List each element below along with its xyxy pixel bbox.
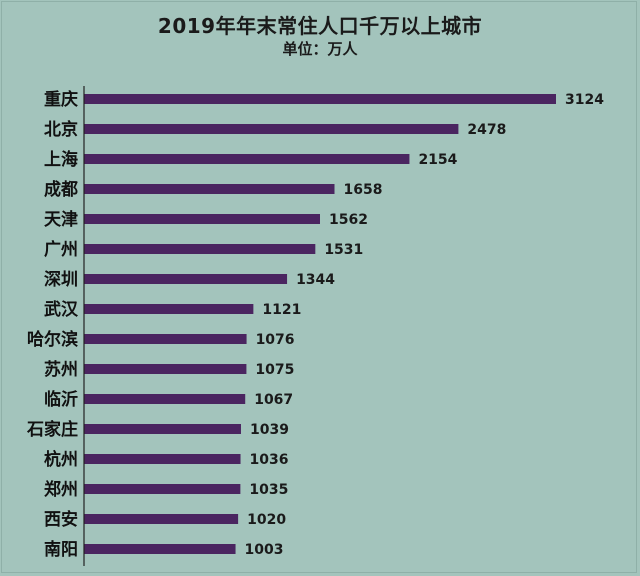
bar-row: 武汉 1121 <box>44 299 301 320</box>
bar-row: 郑州 1035 <box>44 479 288 500</box>
category-label: 临沂 <box>44 389 78 410</box>
bar <box>84 304 254 314</box>
bar-row: 广州 1531 <box>44 239 363 260</box>
bar <box>84 424 241 434</box>
bar <box>84 154 410 164</box>
bar-row: 上海 2154 <box>44 149 458 170</box>
value-label: 1039 <box>250 422 289 438</box>
bar-row: 天津 1562 <box>44 209 368 230</box>
bar-row: 成都 1658 <box>44 179 382 200</box>
bar <box>84 244 316 254</box>
category-label: 深圳 <box>44 269 78 290</box>
value-label: 1036 <box>250 452 289 468</box>
category-label: 苏州 <box>44 359 78 380</box>
value-label: 1562 <box>329 212 368 228</box>
value-label: 2154 <box>418 152 457 168</box>
bars-layer: 重庆 3124 北京 2478 上海 2154 成都 1658 天津 1562 广州 1531 深圳 13… <box>26 89 604 560</box>
category-label: 杭州 <box>44 449 78 470</box>
bar-row: 南阳 1003 <box>44 539 284 560</box>
bar <box>84 214 320 224</box>
category-label: 成都 <box>44 179 78 200</box>
bar <box>84 544 236 554</box>
bar <box>84 364 247 374</box>
value-label: 1658 <box>344 182 383 198</box>
value-label: 1344 <box>296 272 335 288</box>
bar <box>84 124 459 134</box>
category-label: 哈尔滨 <box>27 329 78 350</box>
chart-title: 2019年年末常住人口千万以上城市 <box>157 14 483 38</box>
category-label: 天津 <box>44 209 78 230</box>
bar <box>84 184 335 194</box>
value-label: 1076 <box>256 332 295 348</box>
value-label: 2478 <box>467 122 506 138</box>
category-label: 上海 <box>44 149 78 170</box>
value-label: 1121 <box>262 302 301 318</box>
bar-row: 重庆 3124 <box>44 89 604 110</box>
bar-row: 临沂 1067 <box>44 389 293 410</box>
bar <box>84 514 239 524</box>
category-label: 重庆 <box>44 89 78 110</box>
value-label: 1003 <box>245 542 284 558</box>
bar-row: 哈尔滨 1076 <box>27 329 295 350</box>
bar <box>84 274 288 284</box>
bar <box>84 94 556 104</box>
category-label: 南阳 <box>44 539 78 560</box>
category-label: 武汉 <box>44 299 79 320</box>
value-label: 3124 <box>565 92 604 108</box>
bar-row: 杭州 1036 <box>44 449 288 470</box>
bar-row: 北京 2478 <box>44 119 506 140</box>
category-label: 广州 <box>44 239 78 260</box>
category-label: 北京 <box>44 119 78 140</box>
value-label: 1035 <box>249 482 288 498</box>
chart-subtitle: 单位：万人 <box>282 40 358 58</box>
category-label: 石家庄 <box>26 419 78 440</box>
bar-row: 深圳 1344 <box>44 269 335 290</box>
category-label: 西安 <box>44 509 78 530</box>
category-label: 郑州 <box>44 479 78 500</box>
value-label: 1067 <box>254 392 293 408</box>
bar <box>84 454 241 464</box>
bar <box>84 394 246 404</box>
bar-row: 西安 1020 <box>44 509 286 530</box>
value-label: 1075 <box>255 362 294 378</box>
value-label: 1020 <box>247 512 286 528</box>
bar-row: 石家庄 1039 <box>26 419 289 440</box>
value-label: 1531 <box>324 242 363 258</box>
bar-row: 苏州 1075 <box>44 359 294 380</box>
bar <box>84 334 247 344</box>
bar <box>84 484 241 494</box>
